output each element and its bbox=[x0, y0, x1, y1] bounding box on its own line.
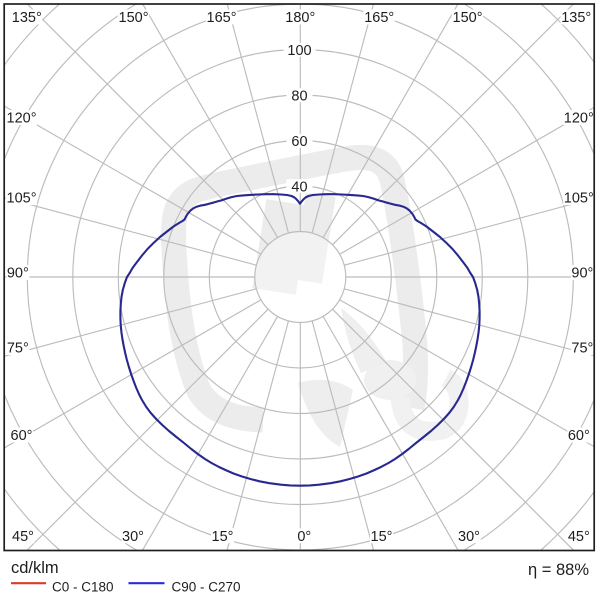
svg-text:105°: 105° bbox=[564, 191, 594, 207]
svg-text:60°: 60° bbox=[11, 428, 33, 444]
svg-text:90°: 90° bbox=[571, 266, 593, 282]
svg-text:C90 - C270: C90 - C270 bbox=[172, 580, 241, 595]
svg-text:105°: 105° bbox=[7, 191, 37, 207]
svg-text:80: 80 bbox=[291, 88, 307, 104]
svg-text:120°: 120° bbox=[564, 111, 594, 127]
svg-text:135°: 135° bbox=[561, 10, 591, 26]
svg-text:30°: 30° bbox=[122, 529, 144, 545]
svg-text:75°: 75° bbox=[7, 341, 29, 357]
svg-text:150°: 150° bbox=[453, 10, 483, 26]
svg-text:60°: 60° bbox=[568, 428, 590, 444]
svg-text:60: 60 bbox=[291, 134, 307, 150]
svg-text:C0 - C180: C0 - C180 bbox=[52, 580, 114, 595]
svg-text:90°: 90° bbox=[7, 266, 29, 282]
svg-text:cd/klm: cd/klm bbox=[11, 559, 59, 577]
svg-text:165°: 165° bbox=[364, 10, 394, 26]
svg-text:η = 88%: η = 88% bbox=[528, 561, 589, 579]
svg-text:75°: 75° bbox=[571, 341, 593, 357]
svg-text:45°: 45° bbox=[568, 529, 590, 545]
svg-text:40: 40 bbox=[291, 179, 307, 195]
svg-text:15°: 15° bbox=[371, 529, 393, 545]
svg-text:30°: 30° bbox=[458, 529, 480, 545]
svg-text:45°: 45° bbox=[12, 529, 34, 545]
svg-text:150°: 150° bbox=[119, 10, 149, 26]
svg-text:100: 100 bbox=[287, 43, 311, 59]
svg-text:180°: 180° bbox=[285, 10, 315, 26]
svg-text:0°: 0° bbox=[297, 529, 311, 545]
svg-text:15°: 15° bbox=[212, 529, 234, 545]
svg-text:165°: 165° bbox=[207, 10, 237, 26]
svg-text:135°: 135° bbox=[12, 10, 42, 26]
svg-text:120°: 120° bbox=[7, 111, 37, 127]
